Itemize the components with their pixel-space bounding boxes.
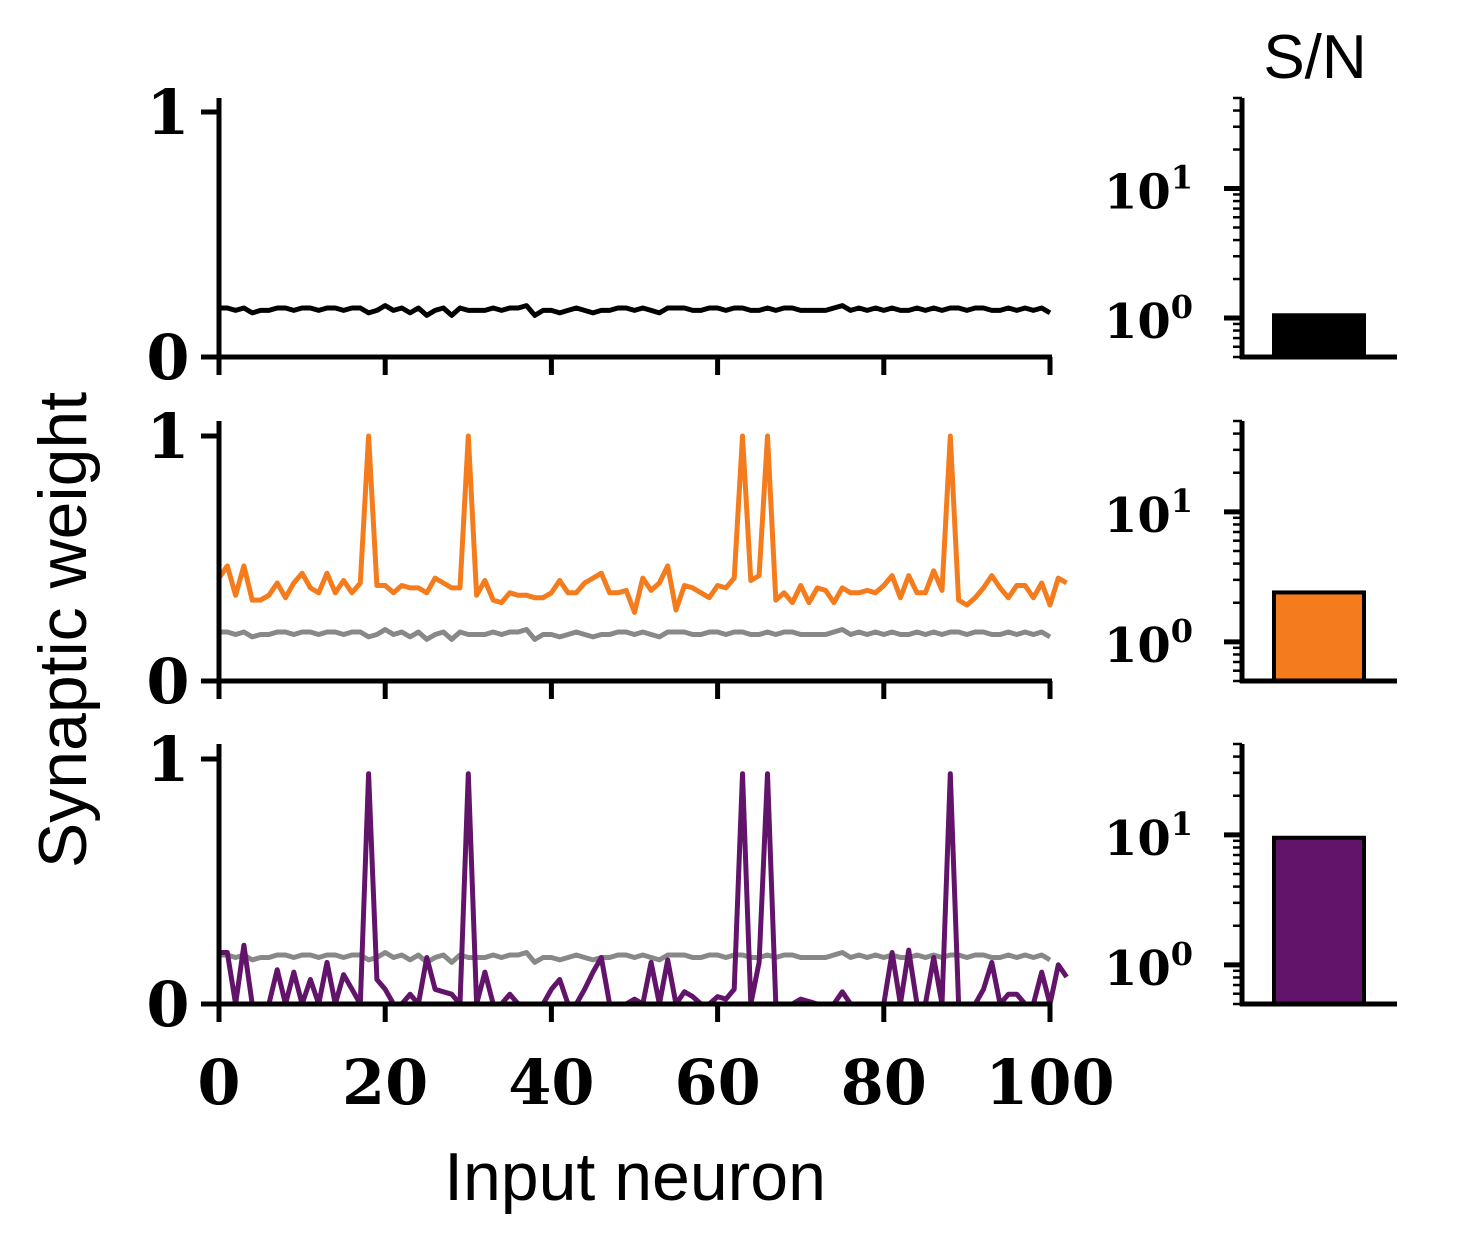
y-tick-label: 1	[146, 400, 189, 473]
sn-tick-label: 100	[1104, 612, 1193, 674]
y-tick-label: 0	[146, 645, 189, 718]
series-line-panel2-gray	[219, 627, 1052, 642]
y-tick-label: 0	[146, 321, 189, 394]
x-tick-label: 80	[841, 1046, 927, 1119]
sn-tick-label: 101	[1104, 805, 1193, 867]
x-tick-label: 40	[508, 1046, 594, 1119]
x-tick-label: 100	[985, 1046, 1114, 1119]
sn-tick-label: 101	[1104, 159, 1193, 221]
series-line-panel2-main	[216, 433, 1068, 615]
sn-tick-label: 100	[1104, 935, 1193, 997]
sn-tick-label: 101	[1104, 482, 1193, 544]
sn-bar-panel1	[1272, 313, 1366, 360]
sn-tick-label: 100	[1104, 288, 1193, 350]
y-tick-label: 1	[146, 723, 189, 796]
x-tick-label: 0	[197, 1046, 240, 1119]
series-line-panel3-main	[219, 771, 1069, 1007]
y-axis-label: Synaptic weight	[25, 392, 101, 868]
y-tick-label: 1	[146, 76, 189, 149]
x-axis-label: Input neuron	[444, 1139, 826, 1215]
series-line-panel1-main	[219, 303, 1052, 318]
sn-bar-panel2	[1272, 590, 1366, 684]
y-tick-label: 0	[146, 968, 189, 1041]
x-tick-label: 60	[674, 1046, 760, 1119]
sn-bar-panel3	[1272, 835, 1366, 1006]
series-line-panel3-gray	[219, 950, 1052, 965]
sn-title: S/N	[1263, 23, 1366, 92]
x-tick-label: 20	[342, 1046, 428, 1119]
